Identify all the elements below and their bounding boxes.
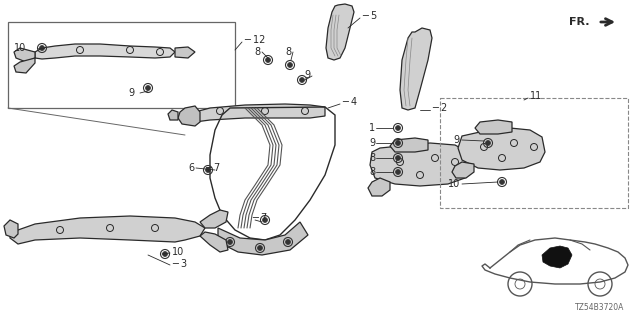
Polygon shape	[178, 106, 200, 126]
Circle shape	[163, 252, 168, 256]
Polygon shape	[475, 120, 512, 134]
Polygon shape	[175, 47, 195, 58]
Text: ─ 7: ─ 7	[205, 163, 220, 173]
Text: 10: 10	[172, 247, 184, 257]
Polygon shape	[218, 222, 308, 255]
Polygon shape	[14, 48, 35, 62]
Circle shape	[396, 125, 401, 131]
Text: 6: 6	[188, 163, 194, 173]
Text: 9: 9	[454, 135, 460, 145]
Text: 8: 8	[285, 47, 291, 57]
Circle shape	[262, 218, 268, 222]
Circle shape	[396, 170, 401, 174]
Circle shape	[300, 77, 305, 83]
Circle shape	[287, 62, 292, 68]
Text: 10: 10	[448, 179, 460, 189]
Text: 8: 8	[369, 167, 375, 177]
Circle shape	[285, 240, 291, 244]
Circle shape	[205, 168, 211, 172]
Text: 10: 10	[14, 43, 26, 53]
Text: 1: 1	[369, 123, 375, 133]
Text: ─ 5: ─ 5	[362, 11, 377, 21]
Polygon shape	[35, 44, 175, 59]
Polygon shape	[168, 110, 178, 120]
Circle shape	[266, 58, 271, 62]
Polygon shape	[370, 143, 470, 186]
Polygon shape	[10, 216, 205, 244]
Polygon shape	[185, 104, 325, 122]
Polygon shape	[390, 138, 428, 152]
Text: 8: 8	[254, 47, 260, 57]
Polygon shape	[368, 178, 390, 196]
Polygon shape	[200, 232, 228, 252]
Circle shape	[500, 180, 504, 184]
Bar	[8, 22, 235, 108]
Circle shape	[40, 45, 44, 51]
Circle shape	[228, 240, 232, 244]
Text: ─ 12: ─ 12	[244, 35, 266, 45]
Polygon shape	[14, 58, 35, 73]
Polygon shape	[458, 128, 545, 170]
Bar	[440, 98, 628, 208]
Text: ─ 7: ─ 7	[252, 213, 268, 223]
Text: FR.: FR.	[570, 17, 590, 27]
Circle shape	[396, 156, 401, 160]
Text: 8: 8	[369, 153, 375, 163]
Text: 9: 9	[304, 70, 310, 80]
Text: ─ 4: ─ 4	[342, 97, 357, 107]
Circle shape	[145, 85, 150, 91]
Text: 9: 9	[369, 138, 375, 148]
Text: 9: 9	[128, 88, 134, 98]
Polygon shape	[200, 210, 228, 228]
Text: TZ54B3720A: TZ54B3720A	[575, 303, 625, 312]
Text: 11: 11	[530, 91, 542, 101]
Circle shape	[257, 245, 262, 251]
Polygon shape	[4, 220, 18, 238]
Text: ─ 2: ─ 2	[432, 103, 447, 113]
Text: ─ 3: ─ 3	[172, 259, 187, 269]
Polygon shape	[326, 4, 354, 60]
Circle shape	[396, 140, 401, 146]
Polygon shape	[400, 28, 432, 110]
Circle shape	[486, 140, 490, 146]
Polygon shape	[542, 246, 572, 268]
Polygon shape	[452, 162, 474, 178]
